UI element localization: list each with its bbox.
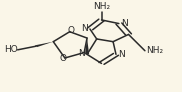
Text: HO: HO: [4, 45, 18, 54]
Text: O: O: [60, 54, 67, 63]
Text: N: N: [121, 19, 127, 28]
Text: NH₂: NH₂: [146, 46, 163, 55]
Polygon shape: [85, 38, 89, 54]
Text: N: N: [81, 24, 88, 33]
Polygon shape: [35, 42, 53, 47]
Text: NH₂: NH₂: [93, 2, 110, 11]
Text: N: N: [78, 49, 84, 58]
Text: O: O: [68, 26, 75, 35]
Text: N: N: [118, 50, 124, 59]
